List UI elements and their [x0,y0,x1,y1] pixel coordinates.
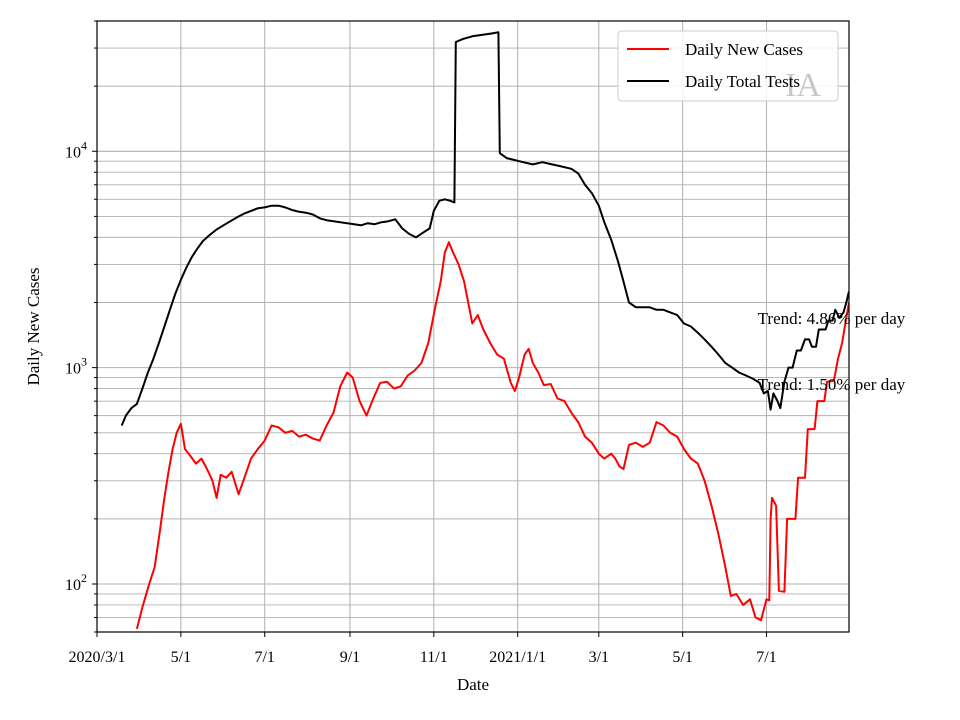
series-layer [120,31,849,630]
y-tick-base: 10 [65,361,81,378]
x-tick-label: 3/1 [589,649,609,666]
y-tick-exponent: 2 [81,571,87,585]
plot-frame [96,20,850,633]
x-tick-label: 5/1 [672,649,692,666]
x-tick-label: 9/1 [340,649,360,666]
legend: IA Daily New Cases Daily Total Tests [617,30,839,104]
y-tick-exponent: 3 [81,355,87,369]
x-tick-label: 11/1 [420,649,448,666]
trend-annotation: Trend: 4.86% per day [758,309,906,328]
x-tick-label: 7/1 [756,649,776,666]
x-tick-label: 2021/1/1 [489,649,546,666]
y-tick-label: 102 [65,571,87,594]
grid-lines [96,20,849,633]
x-tick-label: 5/1 [171,649,191,666]
legend-label: Daily New Cases [685,40,803,59]
series-line-daily-total-tests [120,31,849,426]
series-line-daily-new-cases [135,241,849,630]
y-tick-label: 104 [65,138,87,161]
x-axis: 2020/3/1 5/1 7/1 9/1 11/1 2021/1/1 3/1 5/1 7/1 [69,632,777,666]
y-tick-base: 10 [65,577,81,594]
watermark-logo: IA [785,67,821,104]
trend-annotations: Trend: 4.86% per day Trend: 1.50% per day [758,309,906,394]
trend-annotation: Trend: 1.50% per day [758,375,906,394]
y-axis-label: Daily New Cases [24,267,43,385]
x-axis-label: Date [457,675,489,694]
y-tick-exponent: 4 [81,138,87,152]
legend-label: Daily Total Tests [685,72,800,91]
y-tick-label: 103 [65,355,87,378]
x-tick-label: 2020/3/1 [69,649,126,666]
x-tick-label: 7/1 [254,649,274,666]
y-tick-base: 10 [65,144,81,161]
legend-box [617,30,839,102]
